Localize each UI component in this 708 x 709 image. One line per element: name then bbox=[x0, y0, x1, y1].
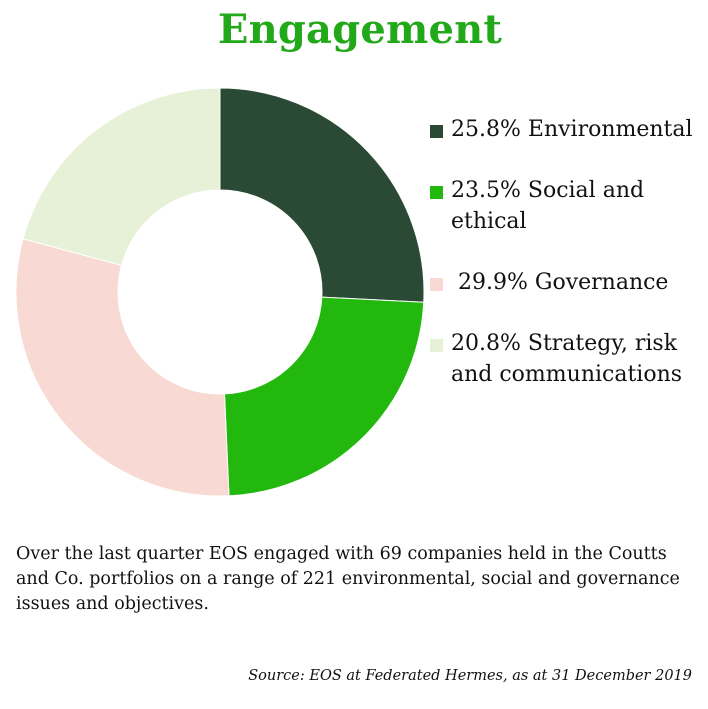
donut-chart bbox=[15, 87, 425, 497]
legend-swatch-environmental bbox=[430, 125, 443, 138]
source-note: Source: EOS at Federated Hermes, as at 3… bbox=[248, 668, 692, 684]
donut-slice-strategy-risk-and-communications bbox=[22, 87, 221, 267]
donut-slice-governance bbox=[15, 238, 230, 497]
legend-swatch-social bbox=[430, 186, 443, 199]
legend: 25.8% Environmental 23.5% Social and eth… bbox=[428, 114, 708, 420]
legend-item-strategy: 20.8% Strategy, risk and communications bbox=[428, 328, 701, 390]
donut-slice-environmental bbox=[219, 87, 425, 303]
legend-label-social: 23.5% Social and ethical bbox=[451, 178, 645, 234]
engagement-note: Over the last quarter EOS engaged with 6… bbox=[16, 544, 680, 614]
legend-item-social: 23.5% Social and ethical bbox=[428, 175, 708, 237]
legend-label-governance: 29.9% Governance bbox=[451, 270, 669, 295]
legend-swatch-governance bbox=[430, 278, 443, 291]
chart-title: Engagement bbox=[217, 6, 503, 53]
legend-label-strategy: 20.8% Strategy, risk and communications bbox=[451, 331, 683, 387]
legend-label-environmental: 25.8% Environmental bbox=[451, 117, 693, 142]
legend-swatch-strategy bbox=[430, 339, 443, 352]
legend-item-environmental: 25.8% Environmental bbox=[428, 114, 708, 145]
legend-item-governance: 29.9% Governance bbox=[428, 267, 708, 298]
donut-slice-social-and-ethical bbox=[223, 296, 425, 497]
